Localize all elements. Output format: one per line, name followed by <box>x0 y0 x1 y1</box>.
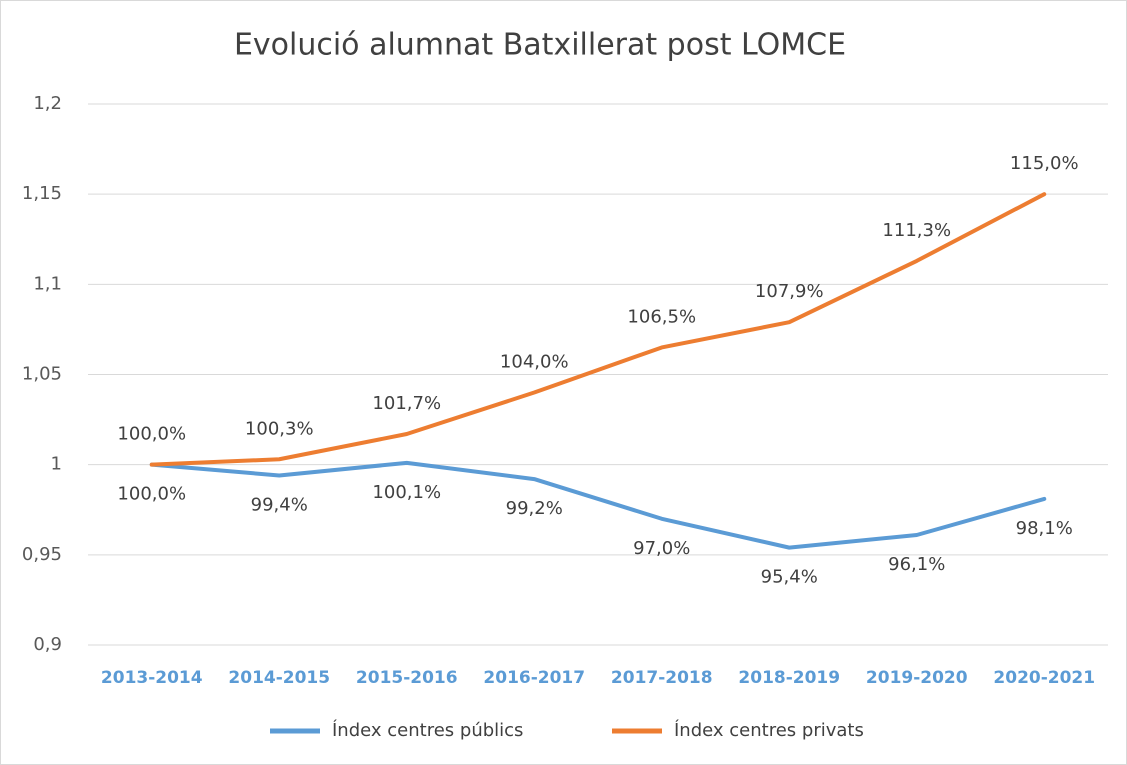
data-label: 107,9% <box>755 281 824 302</box>
x-tick-label: 2015-2016 <box>356 668 458 688</box>
data-label: 100,0% <box>117 484 186 505</box>
y-tick-label: 0,9 <box>33 634 62 655</box>
x-tick-label: 2020-2021 <box>993 668 1095 688</box>
data-label: 95,4% <box>761 567 818 588</box>
x-tick-label: 2016-2017 <box>483 668 585 688</box>
data-label: 99,4% <box>251 494 308 515</box>
series-line <box>149 460 1047 550</box>
chart-title: Evolució alumnat Batxillerat post LOMCE <box>234 28 846 63</box>
y-tick-label: 1,1 <box>33 273 62 294</box>
x-tick-label: 2014-2015 <box>228 668 330 688</box>
y-tick-label: 1,05 <box>22 364 62 385</box>
x-tick-label: 2017-2018 <box>611 668 713 688</box>
data-label: 101,7% <box>372 393 441 414</box>
data-label: 100,1% <box>372 482 441 503</box>
data-label: 115,0% <box>1010 153 1079 174</box>
data-label: 98,1% <box>1016 518 1073 539</box>
data-label: 111,3% <box>882 220 951 241</box>
y-tick-label: 1,15 <box>22 183 62 204</box>
y-tick-label: 1 <box>51 454 62 475</box>
data-label: 97,0% <box>633 538 690 559</box>
y-tick-label: 0,95 <box>22 544 62 565</box>
data-label: 99,2% <box>506 498 563 519</box>
data-label: 106,5% <box>627 306 696 327</box>
series-line <box>149 192 1047 467</box>
data-label: 96,1% <box>888 554 945 575</box>
legend-label: Índex centres públics <box>332 719 523 741</box>
data-label: 100,0% <box>117 424 186 445</box>
data-label: 100,3% <box>245 418 314 439</box>
data-label: 104,0% <box>500 352 569 373</box>
x-tick-label: 2018-2019 <box>738 668 840 688</box>
y-tick-label: 1,2 <box>33 93 62 114</box>
x-tick-label: 2019-2020 <box>866 668 968 688</box>
x-tick-label: 2013-2014 <box>101 668 203 688</box>
legend-label: Índex centres privats <box>674 719 864 741</box>
